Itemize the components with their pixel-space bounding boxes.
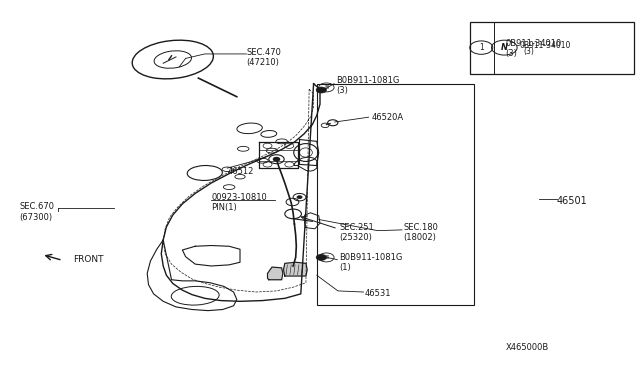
Text: 00923-10810
PIN(1): 00923-10810 PIN(1) <box>211 193 267 212</box>
Text: (3): (3) <box>524 47 534 56</box>
Text: SEC.470
(47210): SEC.470 (47210) <box>246 48 281 67</box>
Circle shape <box>316 87 326 93</box>
Text: B: B <box>324 85 328 90</box>
Text: 0B911-34010: 0B911-34010 <box>520 41 571 50</box>
Circle shape <box>273 157 280 161</box>
Text: 1: 1 <box>479 43 484 52</box>
Text: SEC.251
(25320): SEC.251 (25320) <box>339 223 374 242</box>
Text: B0B911-1081G
(3): B0B911-1081G (3) <box>336 76 399 95</box>
Text: X465000B: X465000B <box>506 343 549 352</box>
Text: 46520A: 46520A <box>371 113 403 122</box>
Text: 46501: 46501 <box>557 196 588 206</box>
Text: 0B911-34010
(3): 0B911-34010 (3) <box>506 39 562 58</box>
Text: FRONT: FRONT <box>74 255 104 264</box>
Text: B0B911-1081G
(1): B0B911-1081G (1) <box>339 253 403 272</box>
Polygon shape <box>284 262 307 276</box>
Circle shape <box>297 196 302 199</box>
Text: SEC.670
(67300): SEC.670 (67300) <box>19 202 54 222</box>
Circle shape <box>316 254 326 260</box>
Text: B: B <box>324 255 328 260</box>
Text: N: N <box>501 43 508 52</box>
Text: 46512: 46512 <box>227 167 253 176</box>
Bar <box>317 84 474 305</box>
Text: SEC.180
(18002): SEC.180 (18002) <box>403 223 438 242</box>
Polygon shape <box>268 267 283 280</box>
Bar <box>470 22 634 74</box>
Text: 46531: 46531 <box>365 289 391 298</box>
